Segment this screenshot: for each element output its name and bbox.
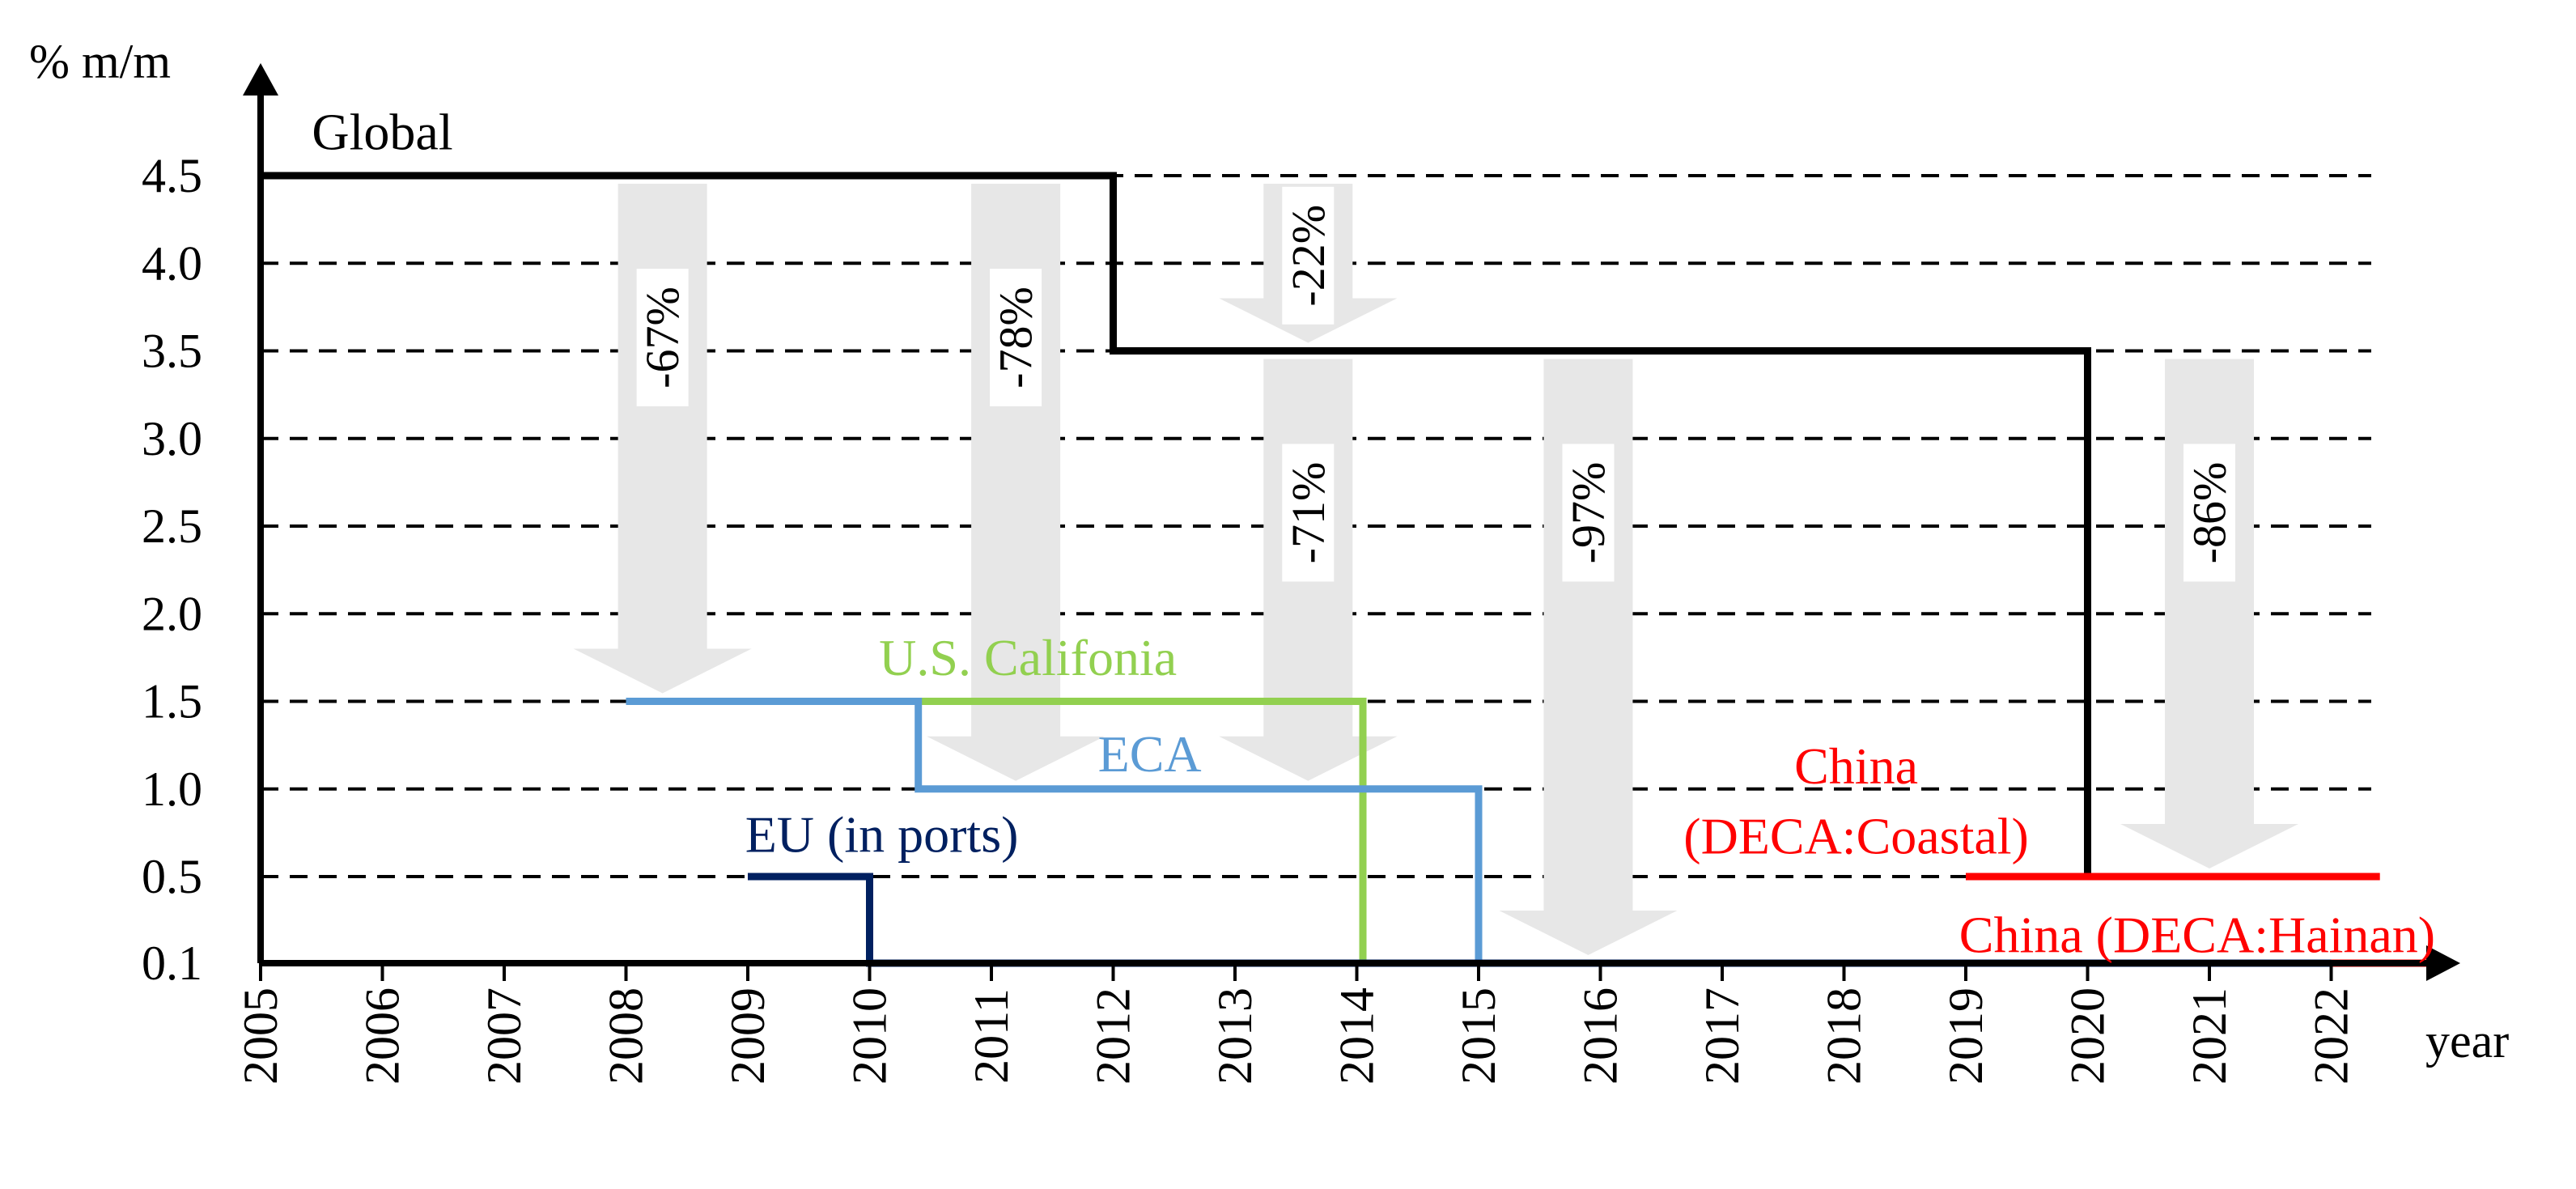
x-tick-label: 2013 [1208, 987, 1262, 1085]
series-label: ECA [1098, 725, 1202, 783]
y-axis-label: % m/m [29, 35, 171, 88]
x-tick-label: 2010 [843, 987, 897, 1085]
y-tick-label: 2.0 [142, 587, 202, 640]
reduction-label-bg [1282, 444, 1335, 582]
x-tick-label: 2005 [234, 987, 287, 1085]
reduction-label: -97% [1562, 462, 1615, 564]
x-tick-label: 2009 [721, 987, 774, 1085]
reduction-label-bg [636, 269, 689, 406]
series-label: (DECA:Coastal) [1683, 808, 2029, 865]
series-label: Global [312, 103, 452, 160]
series-line [626, 698, 1483, 963]
series-label: China (DECA:Hainan) [1959, 907, 2435, 964]
x-axis-arrowhead [2426, 945, 2460, 981]
y-tick-label: 2.5 [142, 499, 202, 553]
y-tick-label: 1.0 [142, 762, 202, 816]
reduction-arrow [927, 184, 1106, 781]
x-tick-label: 2020 [2061, 987, 2115, 1085]
x-axis-label: year [2425, 1014, 2509, 1068]
reduction-label-bg [990, 269, 1042, 406]
y-tick-label: 3.5 [142, 325, 202, 378]
x-tick-label: 2021 [2183, 987, 2236, 1085]
y-tick-label: 0.1 [142, 936, 202, 990]
annotations: Global U.S. Califonia ECA EU (in ports) Chin… [312, 103, 2435, 963]
reduction-label: -71% [1282, 462, 1335, 564]
series-label: EU (in ports) [745, 806, 1019, 864]
y-tick-label: 4.0 [142, 236, 202, 290]
y-tick-label: 4.5 [142, 149, 202, 202]
x-tick-label: 2019 [1939, 987, 1992, 1085]
x-tick-label: 2018 [1818, 987, 1871, 1085]
x-tick-label: 2007 [477, 987, 531, 1085]
x-tick-label: 2016 [1574, 987, 1628, 1085]
x-tick-label: 2017 [1695, 987, 1749, 1085]
series-label: U.S. Califonia [879, 629, 1177, 686]
y-tick-label: 3.0 [142, 412, 202, 465]
reduction-label: -22% [1282, 205, 1335, 307]
x-tick-label: 2015 [1452, 987, 1505, 1085]
reduction-label: -67% [636, 287, 689, 389]
reduction-label-bg [1282, 186, 1335, 325]
reduction-label-bg [1562, 444, 1615, 582]
series-lines [261, 172, 2453, 967]
x-tick-label: 2008 [600, 987, 653, 1085]
x-tick-label: 2011 [965, 988, 1018, 1084]
reduction-label: -78% [990, 287, 1042, 389]
reduction-arrow [1499, 359, 1678, 955]
reduction-arrow [573, 184, 752, 694]
x-tick-label: 2014 [1330, 987, 1384, 1085]
reduction-arrow [2120, 359, 2298, 868]
series-line [261, 172, 2091, 877]
axes: 0.1 0.5 1.0 1.5 2.0 2.5 3.0 3.5 4.0 4.5 2005 2006 20… [142, 63, 2460, 1085]
x-tick-label: 2006 [356, 987, 410, 1085]
x-tick-label: 2012 [1087, 987, 1140, 1085]
reduction-label: -86% [2183, 462, 2236, 564]
y-tick-label: 0.5 [142, 850, 202, 903]
y-axis-arrowhead [243, 63, 278, 96]
reduction-label-bg [2183, 444, 2235, 582]
series-label: China [1794, 737, 1918, 795]
reduction-arrows: -67% -78% -22% -71% -97% -86% [573, 184, 2298, 955]
x-tick-label: 2022 [2305, 987, 2358, 1085]
y-tick-label: 1.5 [142, 675, 202, 728]
